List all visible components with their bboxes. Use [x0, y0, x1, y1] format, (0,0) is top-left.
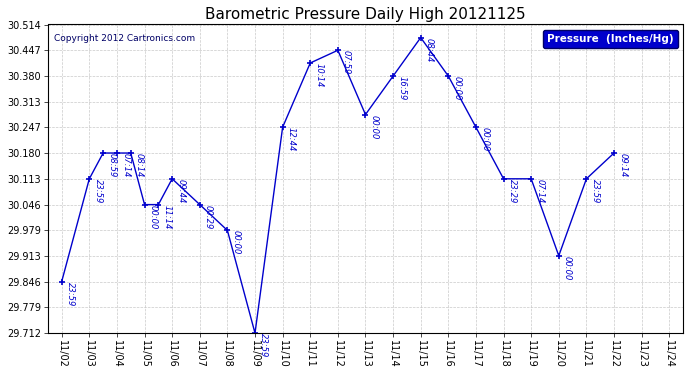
Text: 07:59: 07:59	[342, 50, 351, 75]
Text: 09:14: 09:14	[618, 153, 627, 177]
Text: 08:14: 08:14	[135, 153, 144, 177]
Text: 00:00: 00:00	[480, 127, 489, 152]
Text: 23:59: 23:59	[259, 333, 268, 357]
Title: Barometric Pressure Daily High 20121125: Barometric Pressure Daily High 20121125	[205, 7, 526, 22]
Text: 00:00: 00:00	[149, 205, 158, 229]
Text: 23:59: 23:59	[66, 282, 75, 306]
Text: 16:59: 16:59	[397, 76, 406, 100]
Text: Copyright 2012 Cartronics.com: Copyright 2012 Cartronics.com	[55, 34, 195, 43]
Text: 12:44: 12:44	[287, 127, 296, 152]
Text: 08:44: 08:44	[425, 38, 434, 62]
Text: 00:29: 00:29	[204, 205, 213, 229]
Text: 00:00: 00:00	[370, 114, 379, 139]
Text: 00:00: 00:00	[453, 76, 462, 100]
Text: 23:29: 23:29	[508, 179, 517, 203]
Text: 23:59: 23:59	[93, 179, 103, 203]
Text: 07:14: 07:14	[121, 153, 130, 177]
Text: 07:14: 07:14	[535, 179, 544, 203]
Text: 10:14: 10:14	[315, 63, 324, 87]
Text: 00:00: 00:00	[563, 256, 572, 280]
Text: 23:59: 23:59	[591, 179, 600, 203]
Text: 09:44: 09:44	[177, 179, 186, 203]
Text: 00:00: 00:00	[232, 230, 241, 255]
Text: 11:14: 11:14	[163, 205, 172, 229]
Text: 08:59: 08:59	[107, 153, 117, 177]
Legend: Pressure  (Inches/Hg): Pressure (Inches/Hg)	[543, 30, 678, 48]
